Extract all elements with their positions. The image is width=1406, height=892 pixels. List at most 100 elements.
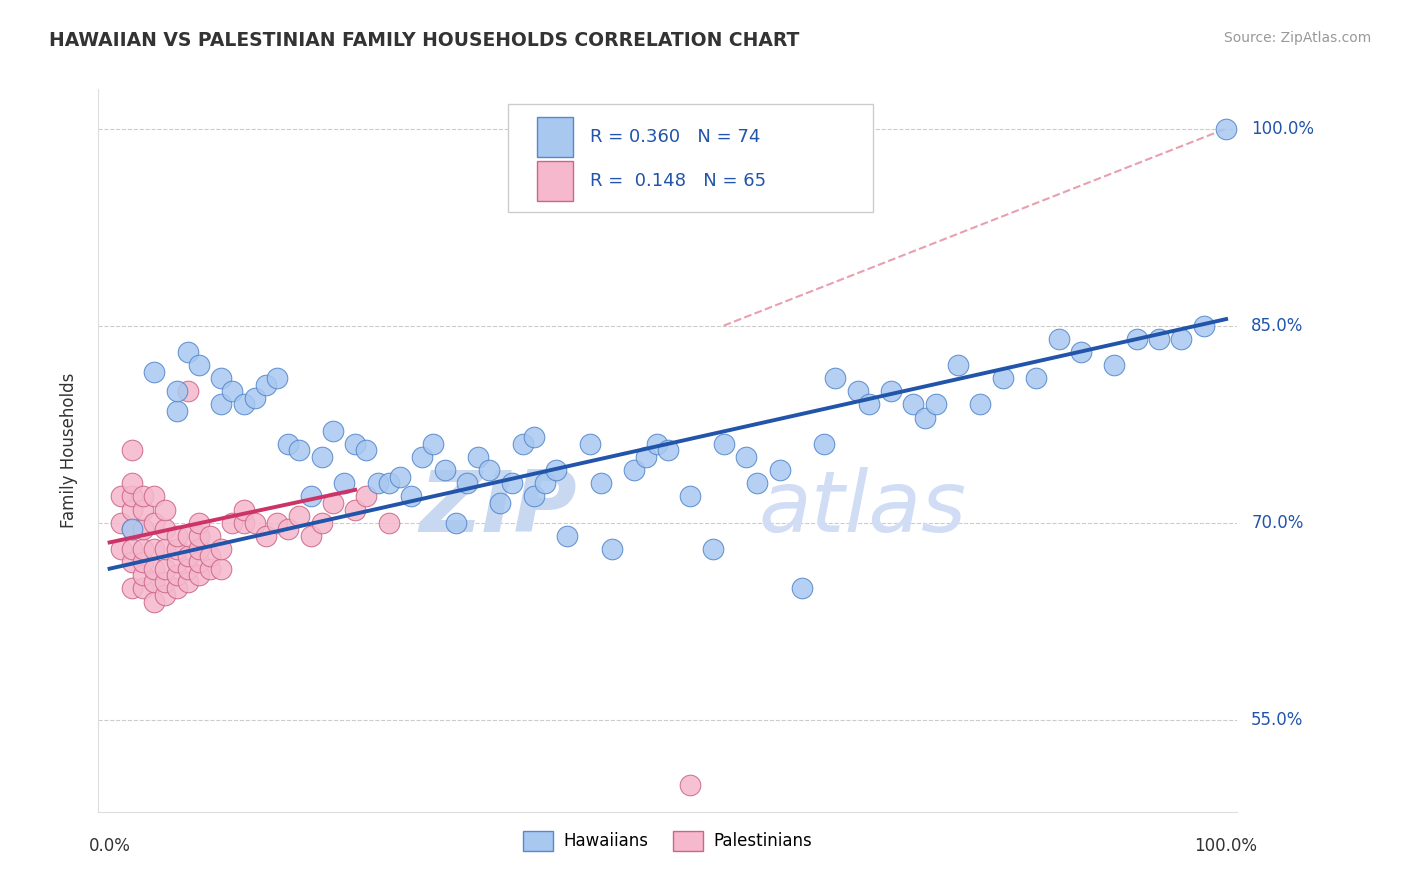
Point bbox=[322, 424, 344, 438]
Point bbox=[121, 522, 143, 536]
Point bbox=[356, 490, 378, 504]
Point bbox=[254, 377, 277, 392]
Point bbox=[177, 549, 200, 563]
Point bbox=[110, 541, 132, 556]
Point bbox=[344, 502, 367, 516]
Point bbox=[557, 529, 579, 543]
Point bbox=[679, 779, 702, 793]
Point bbox=[121, 522, 143, 536]
Point bbox=[155, 588, 177, 602]
Point bbox=[702, 541, 724, 556]
Point bbox=[377, 516, 399, 530]
Point bbox=[1192, 318, 1215, 333]
Point bbox=[824, 371, 846, 385]
Point bbox=[132, 555, 155, 569]
Text: 70.0%: 70.0% bbox=[1251, 514, 1303, 532]
Point bbox=[367, 476, 389, 491]
Point bbox=[166, 568, 188, 582]
Point bbox=[143, 516, 166, 530]
Point bbox=[1070, 345, 1092, 359]
Point bbox=[344, 437, 367, 451]
Text: HAWAIIAN VS PALESTINIAN FAMILY HOUSEHOLDS CORRELATION CHART: HAWAIIAN VS PALESTINIAN FAMILY HOUSEHOLD… bbox=[49, 31, 800, 50]
Point bbox=[991, 371, 1014, 385]
Point bbox=[121, 555, 143, 569]
Point bbox=[512, 437, 534, 451]
Text: atlas: atlas bbox=[759, 467, 967, 549]
Point bbox=[600, 541, 623, 556]
Text: Source: ZipAtlas.com: Source: ZipAtlas.com bbox=[1223, 31, 1371, 45]
Point bbox=[1025, 371, 1047, 385]
Point bbox=[177, 574, 200, 589]
Point bbox=[501, 476, 523, 491]
Point bbox=[166, 555, 188, 569]
Point bbox=[768, 463, 790, 477]
Point bbox=[679, 490, 702, 504]
Text: 0.0%: 0.0% bbox=[89, 837, 131, 855]
Point bbox=[880, 384, 903, 399]
Point bbox=[925, 397, 948, 411]
Point bbox=[456, 476, 478, 491]
Point bbox=[143, 490, 166, 504]
FancyBboxPatch shape bbox=[537, 118, 574, 157]
Text: 100.0%: 100.0% bbox=[1251, 120, 1315, 137]
Point bbox=[187, 568, 209, 582]
Point bbox=[1215, 121, 1237, 136]
Point bbox=[589, 476, 612, 491]
Point bbox=[858, 397, 880, 411]
Point bbox=[623, 463, 645, 477]
Point bbox=[813, 437, 835, 451]
Point bbox=[110, 516, 132, 530]
Point bbox=[232, 502, 254, 516]
Point bbox=[914, 410, 936, 425]
Point bbox=[299, 490, 322, 504]
Point bbox=[523, 430, 546, 444]
Point bbox=[790, 582, 813, 596]
Point bbox=[177, 384, 200, 399]
Point bbox=[1047, 332, 1070, 346]
Point bbox=[187, 516, 209, 530]
Point bbox=[747, 476, 769, 491]
Point bbox=[198, 549, 221, 563]
Text: 55.0%: 55.0% bbox=[1251, 711, 1303, 729]
Point bbox=[209, 397, 232, 411]
Point bbox=[288, 509, 311, 524]
Point bbox=[422, 437, 444, 451]
Point bbox=[143, 594, 166, 608]
Point bbox=[266, 516, 288, 530]
Point bbox=[266, 371, 288, 385]
Point bbox=[187, 358, 209, 372]
Point bbox=[121, 582, 143, 596]
Point bbox=[399, 490, 422, 504]
Point bbox=[1147, 332, 1170, 346]
Point bbox=[177, 345, 200, 359]
Point bbox=[946, 358, 969, 372]
Point bbox=[187, 529, 209, 543]
Point bbox=[155, 502, 177, 516]
Text: 100.0%: 100.0% bbox=[1195, 837, 1257, 855]
Point bbox=[121, 443, 143, 458]
Text: R = 0.360   N = 74: R = 0.360 N = 74 bbox=[591, 128, 761, 146]
Text: ZIP: ZIP bbox=[419, 467, 576, 549]
Point bbox=[132, 490, 155, 504]
Point bbox=[388, 469, 411, 483]
Point bbox=[221, 516, 243, 530]
Point bbox=[132, 502, 155, 516]
Point bbox=[132, 522, 155, 536]
Text: 85.0%: 85.0% bbox=[1251, 317, 1303, 334]
Point bbox=[444, 516, 467, 530]
Point bbox=[634, 450, 657, 464]
Point bbox=[166, 582, 188, 596]
Point bbox=[903, 397, 925, 411]
Point bbox=[166, 529, 188, 543]
Point bbox=[311, 450, 333, 464]
Point bbox=[177, 529, 200, 543]
Point bbox=[132, 541, 155, 556]
Point bbox=[489, 496, 512, 510]
Point bbox=[288, 443, 311, 458]
Point bbox=[433, 463, 456, 477]
Point bbox=[713, 437, 735, 451]
Point bbox=[166, 404, 188, 418]
Point bbox=[277, 437, 299, 451]
Point bbox=[311, 516, 333, 530]
Point bbox=[143, 365, 166, 379]
